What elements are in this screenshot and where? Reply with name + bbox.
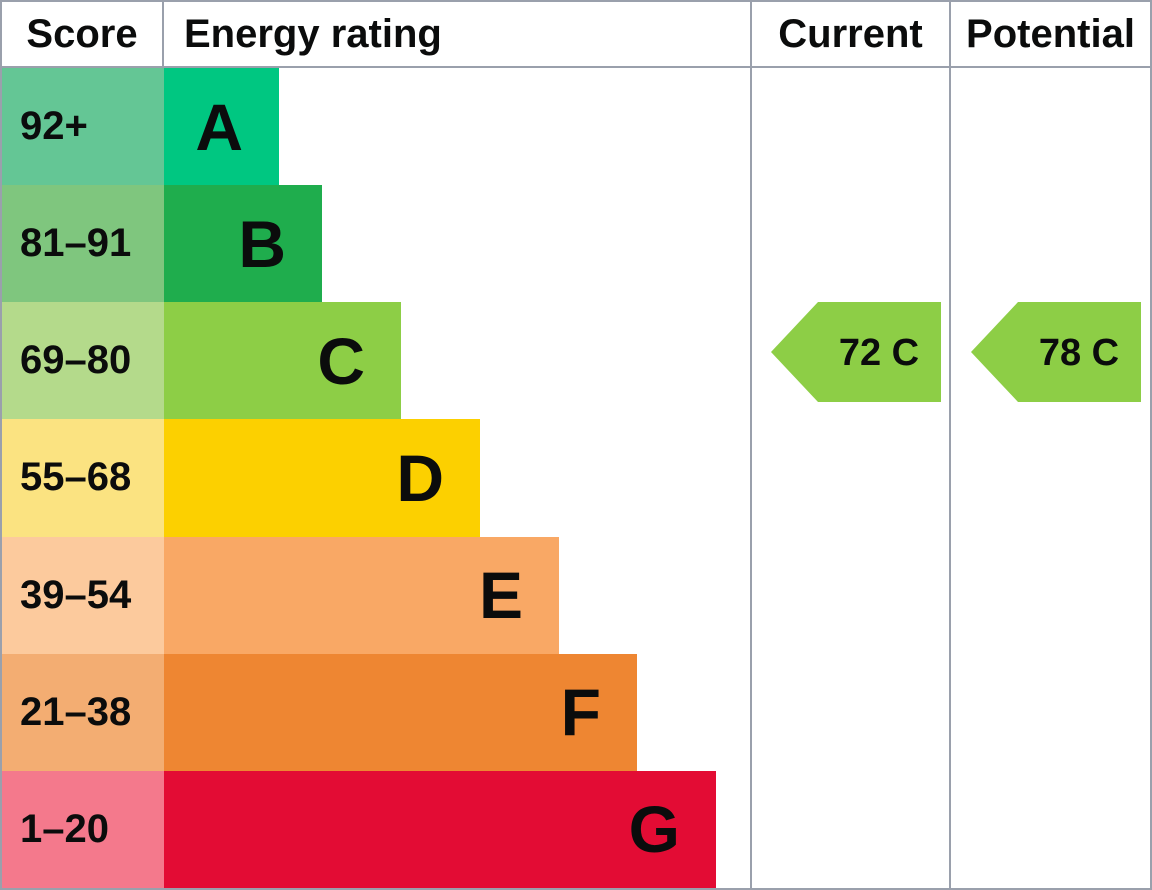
score-range-label-g: 1–20 (20, 806, 109, 851)
score-cell-e: 39–54 (2, 536, 164, 654)
header-divider-line (752, 66, 949, 68)
band-bar-c: C (164, 302, 401, 420)
potential-rating-label: 78 C (1039, 332, 1119, 374)
potential-rating-arrow: 78 C (971, 302, 1141, 402)
band-letter-e: E (478, 558, 523, 633)
score-cell-f: 21–38 (2, 653, 164, 771)
score-column-header: Score (2, 2, 164, 66)
score-range-label-b: 81–91 (20, 221, 132, 266)
current-arrow-shape (771, 302, 941, 402)
potential-column: Potential 78 C (951, 2, 1150, 888)
score-cell-a: 92+ (2, 68, 164, 186)
score-range-label-d: 55–68 (20, 455, 132, 500)
score-cell-g: 1–20 (2, 770, 164, 888)
table-header-row: Score Energy rating (2, 2, 750, 66)
band-row-a: 92+ A (2, 68, 750, 186)
score-range-label-e: 39–54 (20, 572, 132, 617)
band-letter-d: D (396, 440, 444, 515)
band-bar-a: A (164, 68, 279, 186)
current-rating-label: 72 C (839, 332, 919, 374)
score-header-label: Score (26, 11, 138, 56)
band-row-b: 81–91 B (2, 185, 750, 303)
band-letter-b: B (238, 206, 286, 281)
potential-column-header: Potential (951, 2, 1150, 66)
current-column: Current 72 C (752, 2, 949, 888)
score-cell-c: 69–80 (2, 302, 164, 420)
band-row-d: 55–68 D (2, 419, 750, 537)
energy-rating-column-header: Energy rating (164, 2, 750, 66)
band-row-g: 1–20 G (2, 770, 750, 888)
band-rows: 92+ A 81–91 B 69–80 C (2, 68, 750, 888)
score-range-label-a: 92+ (20, 104, 88, 149)
score-cell-d: 55–68 (2, 419, 164, 537)
potential-header-label: Potential (966, 11, 1135, 56)
band-letter-c: C (317, 323, 365, 398)
band-bar-f: F (164, 653, 637, 771)
band-row-e: 39–54 E (2, 536, 750, 654)
band-bar-d: D (164, 419, 480, 537)
header-divider-line (2, 66, 750, 68)
band-bar-e: E (164, 536, 559, 654)
band-letter-a: A (195, 89, 243, 164)
potential-column-divider (949, 2, 951, 888)
current-column-body: 72 C (752, 68, 949, 888)
band-row-f: 21–38 F (2, 653, 750, 771)
band-bar-g: G (164, 770, 716, 888)
energy-rating-header-label: Energy rating (184, 11, 442, 56)
band-row-c: 69–80 C (2, 302, 750, 420)
current-column-divider (750, 2, 752, 888)
score-range-label-f: 21–38 (20, 689, 132, 734)
score-range-label-c: 69–80 (20, 338, 132, 383)
band-bar-b: B (164, 185, 322, 303)
score-cell-b: 81–91 (2, 185, 164, 303)
current-rating-arrow: 72 C (771, 302, 941, 402)
potential-arrow-shape (971, 302, 1141, 402)
band-letter-f: F (560, 675, 601, 750)
current-header-label: Current (778, 11, 923, 56)
rating-table: Score Energy rating 92+ A 81–91 (2, 2, 750, 888)
band-letter-g: G (628, 792, 680, 867)
potential-column-body: 78 C (951, 68, 1150, 888)
header-divider-line (951, 66, 1150, 68)
current-column-header: Current (752, 2, 949, 66)
